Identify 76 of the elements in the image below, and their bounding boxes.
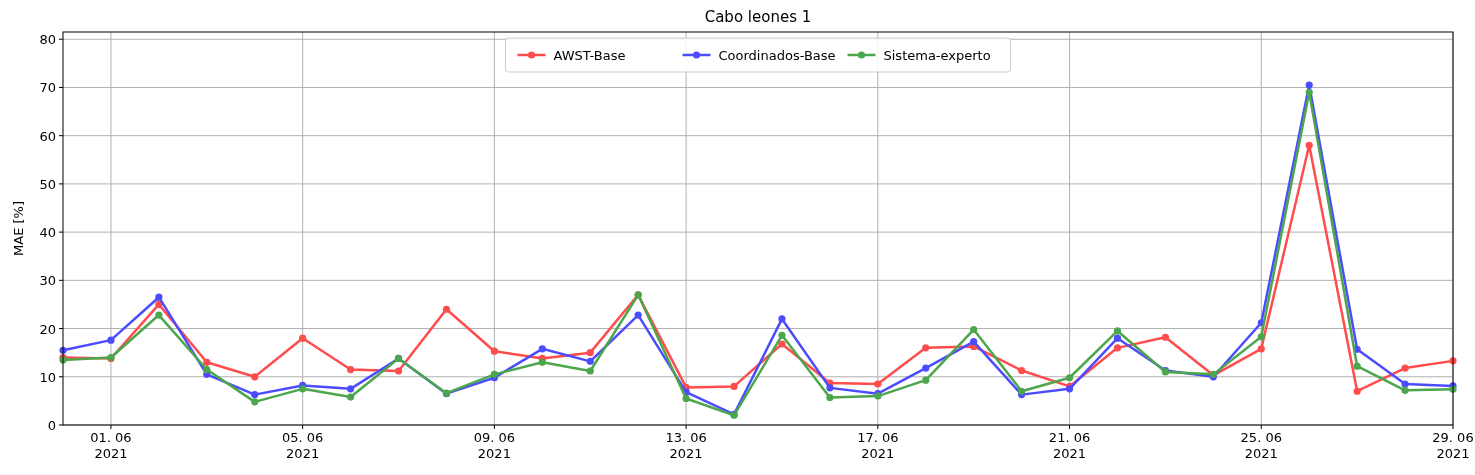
point	[1018, 366, 1026, 375]
point	[1113, 327, 1122, 335]
legend-label: AWST-Base	[553, 48, 626, 63]
legend-label: Coordinados-Base	[718, 48, 836, 63]
point	[1353, 362, 1361, 370]
point	[346, 365, 355, 374]
point	[778, 331, 786, 339]
point	[1113, 344, 1122, 352]
point	[1401, 364, 1409, 372]
point	[1353, 387, 1361, 395]
point	[682, 394, 690, 403]
y-tick-label: 20	[39, 321, 56, 337]
point	[1257, 345, 1265, 353]
point	[826, 393, 834, 402]
point	[1018, 387, 1026, 395]
point	[490, 370, 498, 378]
x-tick-label: 09. 06 2021	[473, 430, 516, 461]
point	[970, 337, 978, 346]
point	[634, 311, 642, 319]
x-tick-label: 29. 06 2021	[1432, 430, 1474, 461]
point	[922, 364, 930, 372]
point	[1065, 374, 1074, 382]
point	[442, 305, 451, 313]
point	[394, 367, 403, 375]
x-tick-label: 13. 06 2021	[665, 430, 707, 461]
point	[922, 344, 930, 352]
point	[586, 349, 594, 357]
point	[970, 325, 978, 334]
point	[826, 384, 834, 392]
point	[1257, 333, 1265, 341]
point	[251, 391, 259, 399]
x-tick-label: 01. 06 2021	[90, 430, 132, 461]
point	[586, 357, 594, 365]
point	[155, 300, 163, 309]
point	[586, 367, 594, 375]
point	[778, 340, 786, 348]
point	[1401, 380, 1409, 388]
y-tick-label: 10	[39, 369, 56, 385]
point	[251, 373, 259, 381]
legend-label: Sistema-experto	[883, 48, 991, 63]
point	[1113, 334, 1122, 342]
y-tick-label: 30	[39, 273, 56, 289]
chart-title: Cabo leones 1	[704, 8, 812, 26]
point	[778, 315, 786, 323]
y-tick-label: 0	[47, 418, 56, 433]
point	[299, 334, 307, 342]
point	[346, 393, 355, 401]
point	[346, 385, 355, 393]
y-tick-label: 60	[39, 128, 56, 144]
point	[874, 380, 882, 388]
point	[107, 336, 115, 344]
y-tick-label: 40	[39, 225, 56, 241]
point	[155, 311, 163, 319]
point	[299, 385, 307, 393]
point	[1305, 81, 1313, 89]
point	[1401, 386, 1409, 394]
point	[203, 365, 211, 374]
y-tick-label: 50	[39, 176, 56, 192]
point	[251, 398, 259, 406]
x-tick-label: 25. 06 2021	[1240, 430, 1282, 461]
point	[1305, 141, 1313, 149]
point	[155, 293, 163, 301]
point	[490, 347, 498, 355]
point	[1161, 333, 1170, 341]
point	[203, 358, 211, 366]
y-axis-title: MAE [%]	[11, 201, 26, 256]
x-tick-label: 21. 06 2021	[1048, 430, 1091, 461]
y-tick-label: 80	[39, 32, 56, 48]
point	[1305, 88, 1313, 96]
point	[538, 345, 546, 353]
x-tick-label: 17. 06 2021	[857, 430, 899, 461]
y-tick-label: 70	[39, 80, 56, 96]
point	[538, 358, 546, 366]
point	[922, 376, 930, 384]
point	[730, 382, 738, 391]
x-tick-label: 05. 06 2021	[281, 430, 324, 461]
